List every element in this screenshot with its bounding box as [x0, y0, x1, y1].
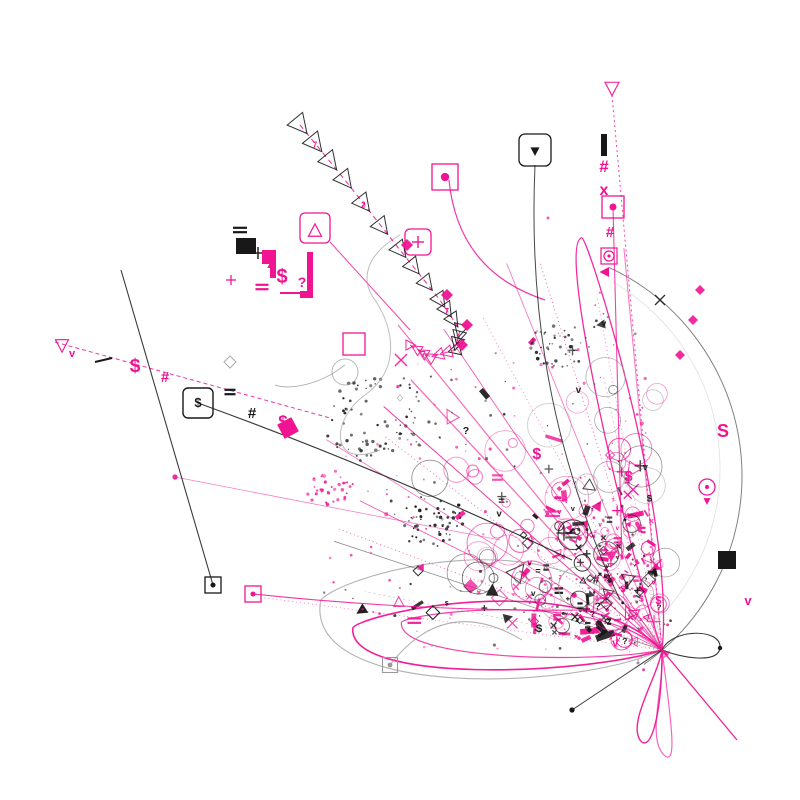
svg-text:=: =: [535, 566, 540, 576]
svg-text:v: v: [571, 506, 575, 513]
svg-text:$: $: [130, 356, 141, 377]
svg-text:#: #: [161, 369, 170, 386]
svg-text:7: 7: [421, 350, 426, 359]
svg-text:S: S: [717, 421, 729, 441]
svg-text:v: v: [557, 508, 561, 516]
svg-text:$: $: [445, 600, 449, 607]
svg-text:$: $: [532, 446, 541, 463]
svg-text:2: 2: [361, 200, 366, 209]
svg-text:?: ?: [463, 425, 469, 437]
svg-text:?: ?: [611, 498, 614, 504]
svg-text:v: v: [496, 507, 502, 518]
svg-text:$: $: [194, 395, 202, 410]
svg-text:?: ?: [622, 636, 627, 646]
svg-text:v: v: [598, 521, 602, 528]
svg-text:?: ?: [298, 274, 307, 290]
svg-text:7: 7: [444, 307, 449, 316]
svg-text:v: v: [576, 385, 582, 396]
svg-text:v: v: [531, 589, 536, 598]
svg-text:v: v: [69, 348, 76, 360]
svg-text:v: v: [744, 593, 752, 608]
svg-text:$: $: [276, 266, 287, 288]
svg-text:#: #: [606, 224, 615, 241]
svg-text:7: 7: [313, 140, 318, 149]
svg-text:#: #: [599, 157, 609, 176]
svg-text:?: ?: [595, 601, 601, 612]
svg-text:v: v: [651, 577, 656, 586]
svg-text:$: $: [536, 623, 543, 635]
svg-text:=: =: [498, 495, 505, 507]
svg-text:v: v: [643, 462, 649, 472]
svg-text:#: #: [248, 405, 257, 422]
svg-text:v: v: [616, 525, 620, 532]
